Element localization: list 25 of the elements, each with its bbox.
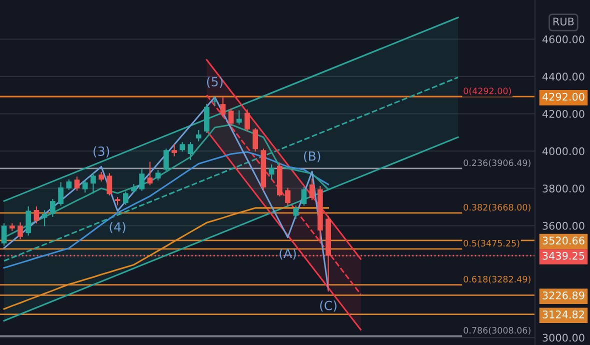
y-tick-label: 4292.00 xyxy=(542,92,584,101)
ref-line-label: 0.236(3906.49) xyxy=(464,159,530,168)
annotation: (C) xyxy=(320,300,336,312)
y-tick-label: 4200.00 xyxy=(542,110,584,118)
ref-line-label: 0.5(3475.25) xyxy=(464,240,520,248)
y-tick-label: 3600.00 xyxy=(542,222,584,230)
text: RUB xyxy=(553,18,574,26)
ref-line-label: 0(4292.00) xyxy=(464,87,511,96)
annotation: (A) xyxy=(280,248,296,260)
y-tick-label: 4400.00 xyxy=(542,72,584,81)
y-tick-label: 3124.82 xyxy=(542,310,584,318)
annotation: (5) xyxy=(207,76,223,88)
ref-line-label: 0.382(3668.00) xyxy=(464,204,530,212)
y-tick-label: 3000.00 xyxy=(542,334,584,342)
ref-line-label: 0.618(3282.49) xyxy=(464,276,530,284)
y-tick-label: 3520.66 xyxy=(542,236,584,245)
annotation: (3) xyxy=(94,146,110,158)
ref-line-label: 0.786(3008.06) xyxy=(464,326,530,335)
y-tick-label: 3800.00 xyxy=(542,184,584,192)
y-tick-label: 4600.00 xyxy=(542,35,584,44)
annotation: (4) xyxy=(110,222,126,234)
y-tick-label: 3226.89 xyxy=(542,291,584,300)
y-tick-label: 3439.25 xyxy=(542,252,584,260)
annotation: (B) xyxy=(304,151,320,162)
y-tick-label: 4000.00 xyxy=(542,147,584,156)
